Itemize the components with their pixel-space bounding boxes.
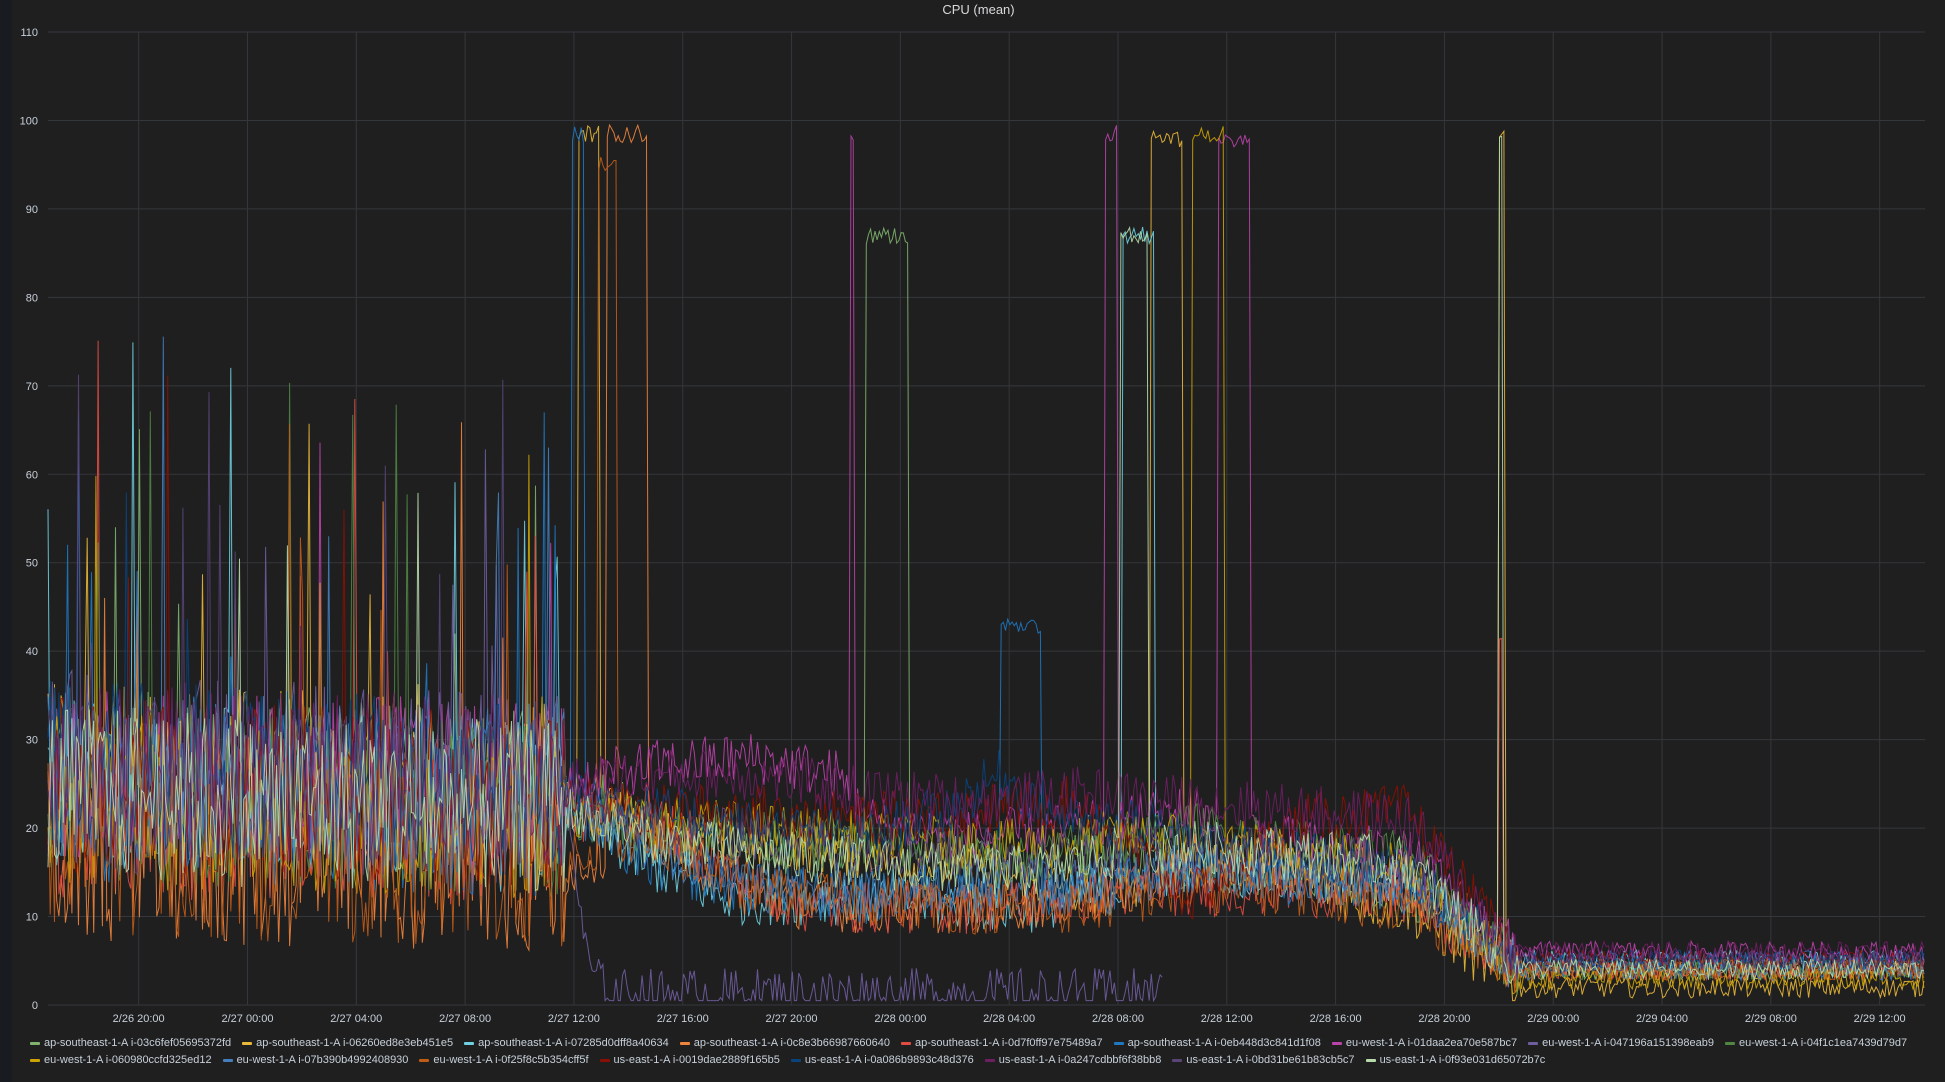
legend-swatch	[1724, 1041, 1735, 1045]
legend-label: ap-southeast-1-A i-0c8e3b66987660640	[693, 1037, 891, 1049]
legend-swatch	[901, 1041, 912, 1045]
x-tick-label: 2/27 12:00	[548, 1013, 600, 1025]
x-tick-label: 2/27 04:00	[330, 1013, 382, 1025]
x-tick-label: 2/28 08:00	[1092, 1013, 1144, 1025]
legend-label: us-east-1-A i-0a086b9893c48d376	[804, 1054, 974, 1066]
x-tick-label: 2/28 16:00	[1310, 1013, 1362, 1025]
legend: ap-southeast-1-A i-03c6fef05695372fd ap-s…	[30, 1035, 1940, 1069]
legend-item[interactable]: ap-southeast-1-A i-07285d0dff8a40634	[464, 1035, 669, 1052]
y-tick-label: 50	[26, 558, 38, 570]
y-tick-label: 100	[20, 115, 38, 127]
series-path	[47, 125, 1925, 1002]
legend-label: eu-west-1-A i-04f1c1ea7439d79d7	[1738, 1037, 1908, 1049]
x-tick-label: 2/29 12:00	[1854, 1013, 1906, 1025]
x-tick-label: 2/28 20:00	[1418, 1013, 1470, 1025]
cpu-chart[interactable]: 0 10 20 30 40 50 60 70 80 90 100 110 2/26 20:00 2/27 …	[12, 0, 1945, 1030]
y-tick-label: 80	[26, 292, 38, 304]
y-tick-label: 40	[26, 646, 38, 658]
legend-swatch	[242, 1041, 253, 1045]
legend-item[interactable]: eu-west-1-A i-07b390b4992408930	[222, 1052, 409, 1069]
legend-label: eu-west-1-A i-060980ccfd325ed12	[44, 1054, 212, 1066]
legend-swatch	[1331, 1041, 1342, 1045]
legend-item[interactable]: eu-west-1-A i-047196a151398eab9	[1528, 1035, 1714, 1052]
legend-swatch	[222, 1058, 233, 1062]
x-tick-label: 2/28 00:00	[874, 1013, 926, 1025]
panel-title[interactable]: CPU (mean)	[942, 2, 1015, 17]
legend-item[interactable]: ap-southeast-1-A i-0eb448d3c841d1f08	[1113, 1035, 1321, 1052]
legend-label: ap-southeast-1-A i-0eb448d3c841d1f08	[1127, 1037, 1321, 1049]
x-tick-label: 2/27 20:00	[766, 1013, 818, 1025]
legend-label: us-east-1-A i-0019dae2889f165b5	[613, 1054, 780, 1066]
series-line	[47, 374, 1925, 980]
legend-item[interactable]: ap-southeast-1-A i-0d7f0ff97e75489a7	[901, 1035, 1103, 1052]
legend-label: eu-west-1-A i-01daa2ea70e587bc7	[1345, 1037, 1518, 1049]
legend-item[interactable]: eu-west-1-A i-0f25f8c5b354cff5f	[419, 1052, 589, 1069]
legend-swatch	[1172, 1058, 1183, 1062]
legend-label: us-east-1-A i-0a247cdbbf6f38bb8	[998, 1054, 1162, 1066]
x-tick-label: 2/26 20:00	[113, 1013, 165, 1025]
legend-item[interactable]: eu-west-1-A i-01daa2ea70e587bc7	[1331, 1035, 1518, 1052]
legend-item[interactable]: us-east-1-A i-0a086b9893c48d376	[790, 1052, 974, 1069]
x-tick-label: 2/27 16:00	[657, 1013, 709, 1025]
series-line	[47, 135, 1924, 984]
x-tick-label: 2/28 04:00	[983, 1013, 1035, 1025]
series-path	[47, 126, 1925, 995]
legend-label: ap-southeast-1-A i-06260ed8e3eb451e5	[256, 1037, 454, 1049]
series-line	[47, 125, 1925, 1002]
legend-label: ap-southeast-1-A i-0d7f0ff97e75489a7	[915, 1037, 1103, 1049]
series-line	[47, 156, 1925, 993]
series-path	[47, 156, 1925, 993]
y-tick-label: 60	[26, 469, 38, 481]
x-tick-label: 2/29 08:00	[1745, 1013, 1797, 1025]
legend-label: ap-southeast-1-A i-07285d0dff8a40634	[478, 1037, 669, 1049]
legend-label: eu-west-1-A i-047196a151398eab9	[1542, 1037, 1714, 1049]
legend-swatch	[984, 1058, 995, 1062]
y-tick-label: 30	[26, 735, 38, 747]
legend-label: eu-west-1-A i-0f25f8c5b354cff5f	[433, 1054, 589, 1066]
legend-label: us-east-1-A i-0bd31be61b83cb5c7	[1186, 1054, 1355, 1066]
y-tick-label: 10	[26, 912, 38, 924]
y-tick-label: 90	[26, 204, 38, 216]
legend-swatch	[30, 1041, 40, 1045]
legend-item[interactable]: us-east-1-A i-0019dae2889f165b5	[599, 1052, 780, 1069]
legend-item[interactable]: ap-southeast-1-A i-0c8e3b66987660640	[679, 1035, 891, 1052]
legend-swatch	[790, 1058, 801, 1062]
legend-label: eu-west-1-A i-07b390b4992408930	[236, 1054, 409, 1066]
legend-label: us-east-1-A i-0f93e031d65072b7c	[1379, 1054, 1546, 1066]
y-tick-label: 20	[26, 823, 38, 835]
series-path	[47, 374, 1925, 980]
legend-swatch	[30, 1058, 40, 1062]
legend-swatch	[599, 1058, 610, 1062]
legend-item[interactable]: eu-west-1-A i-04f1c1ea7439d79d7	[1724, 1035, 1908, 1052]
x-tick-label: 2/27 08:00	[439, 1013, 491, 1025]
legend-swatch	[419, 1058, 430, 1062]
y-tick-label: 70	[26, 381, 38, 393]
legend-item[interactable]: us-east-1-A i-0a247cdbbf6f38bb8	[984, 1052, 1162, 1069]
legend-label: ap-southeast-1-A i-03c6fef05695372fd	[44, 1037, 232, 1049]
legend-swatch	[1528, 1041, 1539, 1045]
series-path	[47, 135, 1924, 984]
graph-panel: CPU (mean) 0 10 20 30 40 50 60 70 80 90 100 110 2/26…	[12, 0, 1945, 1082]
x-tick-label: 2/27 00:00	[221, 1013, 273, 1025]
y-tick-label: 0	[32, 1000, 38, 1012]
legend-swatch	[464, 1041, 475, 1045]
legend-swatch	[1365, 1058, 1376, 1062]
legend-item[interactable]: eu-west-1-A i-060980ccfd325ed12	[30, 1052, 212, 1069]
x-tick-label: 2/28 12:00	[1201, 1013, 1253, 1025]
legend-swatch	[679, 1041, 690, 1045]
legend-item[interactable]: us-east-1-A i-0bd31be61b83cb5c7	[1172, 1052, 1355, 1069]
series-line	[47, 126, 1925, 995]
legend-item[interactable]: ap-southeast-1-A i-06260ed8e3eb451e5	[242, 1035, 453, 1052]
x-tick-label: 2/29 00:00	[1527, 1013, 1579, 1025]
legend-swatch	[1113, 1041, 1124, 1045]
legend-item[interactable]: us-east-1-A i-0f93e031d65072b7c	[1365, 1052, 1546, 1069]
y-tick-label: 110	[20, 27, 38, 39]
x-tick-label: 2/29 04:00	[1636, 1013, 1688, 1025]
legend-item[interactable]: ap-southeast-1-A i-03c6fef05695372fd	[30, 1035, 231, 1052]
